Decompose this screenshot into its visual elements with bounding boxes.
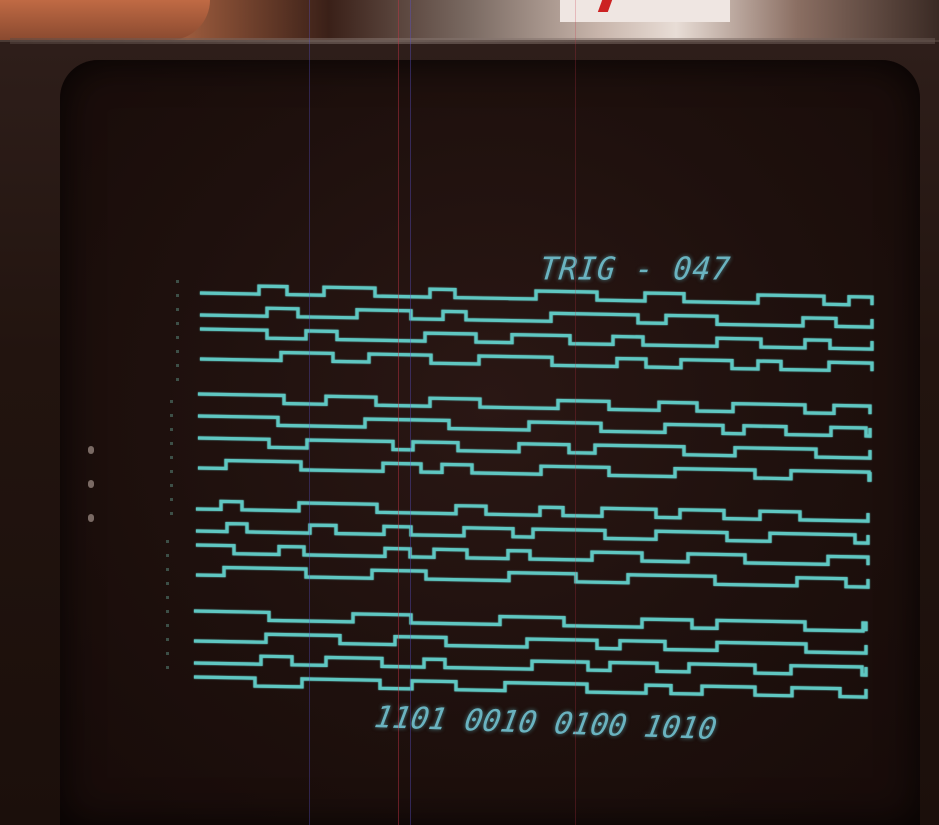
waveform-trace [195, 499, 870, 523]
faint-marker-column [166, 540, 169, 670]
crt-screen [60, 60, 920, 825]
faint-marker-column [170, 400, 173, 520]
waveform-trace [193, 632, 868, 655]
trace-group [193, 284, 874, 699]
waveform-trace [193, 654, 868, 677]
waveform-trace [195, 565, 870, 589]
waveform-trace [199, 284, 874, 307]
waveform-trace [195, 543, 870, 567]
waveform-trace [197, 458, 872, 482]
faint-marker-column [176, 280, 179, 390]
waveform-trace [197, 392, 872, 416]
waveform-trace [195, 521, 870, 545]
scan-artifact-line [410, 0, 411, 825]
indicator-light-1 [88, 446, 94, 454]
waveform-trace [199, 327, 874, 351]
waveform-trace [193, 609, 868, 633]
waveform-trace [199, 350, 874, 372]
waveform-trace [197, 436, 872, 460]
indicator-light-3 [88, 514, 94, 522]
waveform-trace [193, 675, 868, 699]
waveform-trace [199, 306, 874, 329]
scan-artifact-line [575, 0, 576, 825]
scan-artifact-line [398, 0, 399, 825]
indicator-light-2 [88, 480, 94, 488]
hand [0, 0, 210, 40]
waveform-trace [197, 414, 872, 438]
scan-artifact-line [309, 0, 310, 825]
trigger-label: TRIG - 047 [538, 251, 733, 288]
monitor-bezel-top-edge [10, 38, 935, 44]
